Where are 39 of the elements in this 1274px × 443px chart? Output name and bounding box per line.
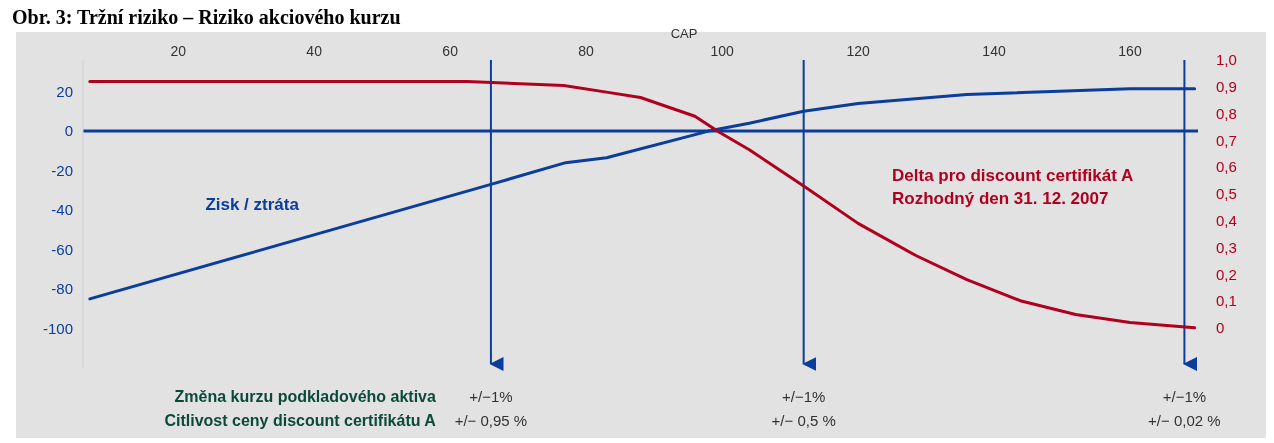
x-tick-label: 160 [1118, 43, 1142, 59]
y2-tick-label: 0,1 [1216, 292, 1237, 310]
y2-tick-label: 0,2 [1216, 265, 1237, 283]
ref-line-label: +/−1% [781, 388, 826, 405]
text: +/− 0,02 % [1148, 412, 1221, 429]
ref-line-label: +/−1% [1162, 388, 1207, 405]
y-tick-label: -100 [42, 319, 73, 337]
ref-line-label: +/−1% [469, 388, 513, 405]
text: Změna kurzu podkladového aktiva [174, 388, 437, 405]
y-tick-label: 20 [56, 82, 73, 100]
x-tick-label: 120 [846, 43, 870, 59]
y-tick-label: 0 [64, 122, 73, 140]
y2-tick-label: 0,7 [1216, 131, 1237, 149]
x-tick-label: 20 [170, 43, 187, 59]
series-label: Zisk / ztráta [205, 195, 300, 215]
chart-title: Obr. 3: Tržní riziko – Riziko akciového kurzu [12, 6, 401, 28]
x-tick-label: 40 [306, 43, 323, 59]
y-tick-label: -20 [51, 161, 73, 179]
y2-tick-label: 0 [1216, 319, 1225, 337]
text: Delta pro discount certifikát A [892, 165, 1134, 185]
text: Citlivost ceny discount certifikátu A [164, 412, 437, 429]
x-tick-label: 80 [578, 43, 595, 59]
x-axis-title: CAP [670, 26, 698, 41]
y2-tick-label: 0,8 [1216, 104, 1237, 122]
text: +/− 0,5 % [771, 412, 836, 429]
y-tick-label: -40 [51, 201, 73, 219]
x-tick-label: 60 [442, 43, 459, 59]
x-tick-label: 140 [982, 43, 1006, 59]
x-tick-label: 100 [710, 43, 734, 59]
y-tick-label: -60 [51, 240, 73, 258]
y2-tick-label: 0,4 [1216, 211, 1237, 229]
y-tick-label: -80 [51, 280, 73, 298]
y2-tick-label: 1,0 [1216, 51, 1237, 69]
y2-tick-label: 0,3 [1216, 238, 1237, 256]
y2-tick-label: 0,9 [1216, 78, 1237, 96]
annotation: Rozhodný den 31. 12. 2007 [892, 188, 1109, 208]
text: +/− 0,95 % [454, 412, 528, 429]
y2-tick-label: 0,6 [1216, 158, 1237, 176]
y2-tick-label: 0,5 [1216, 185, 1237, 203]
